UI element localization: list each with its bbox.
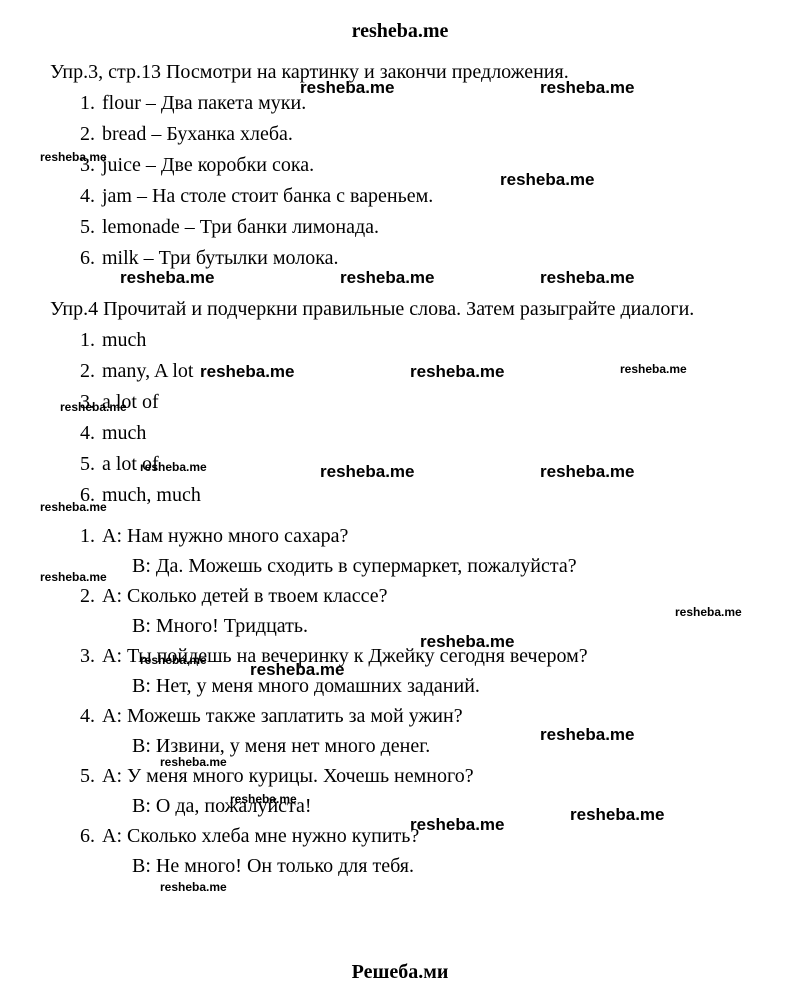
dialog-a: 1.A: Нам нужно много сахара? bbox=[80, 521, 750, 551]
list-item: 2.many, A lot bbox=[50, 356, 750, 387]
item-text: much bbox=[102, 422, 146, 444]
dialog-item: 1.A: Нам нужно много сахара? B: Да. Може… bbox=[50, 521, 750, 581]
item-text: many, A lot bbox=[102, 360, 193, 382]
list-item: 4.jam – На столе стоит банка с вареньем. bbox=[50, 181, 750, 212]
dialog-a-text: A: У меня много курицы. Хочешь немного? bbox=[102, 765, 474, 787]
dialog-a: 6.A: Сколько хлеба мне нужно купить? bbox=[80, 821, 750, 851]
item-number: 2. bbox=[80, 356, 102, 387]
item-number: 2. bbox=[80, 119, 102, 150]
item-text: a lot of bbox=[102, 391, 159, 413]
brand-top: resheba.me bbox=[50, 20, 750, 43]
dialog-item: 3.A: Ты пойдешь на вечеринку к Джейку се… bbox=[50, 641, 750, 701]
item-text: much bbox=[102, 329, 146, 351]
item-number: 6. bbox=[80, 243, 102, 274]
list-item: 1.flour – Два пакета муки. bbox=[50, 88, 750, 119]
exercise-4-answers: 1.much 2.many, A lot 3.a lot of 4.much 5… bbox=[50, 325, 750, 511]
dialog-a-text: A: Сколько детей в твоем классе? bbox=[102, 585, 388, 607]
item-text: bread – Буханка хлеба. bbox=[102, 123, 293, 145]
item-number: 1. bbox=[80, 521, 102, 551]
item-number: 4. bbox=[80, 418, 102, 449]
exercise-3-list: 1.flour – Два пакета муки. 2.bread – Бух… bbox=[50, 88, 750, 274]
item-number: 6. bbox=[80, 821, 102, 851]
dialog-a-text: A: Сколько хлеба мне нужно купить? bbox=[102, 825, 419, 847]
dialog-a: 5.A: У меня много курицы. Хочешь немного… bbox=[80, 761, 750, 791]
list-item: 1.much bbox=[50, 325, 750, 356]
item-number: 1. bbox=[80, 88, 102, 119]
list-item: 4.much bbox=[50, 418, 750, 449]
item-number: 2. bbox=[80, 581, 102, 611]
item-number: 1. bbox=[80, 325, 102, 356]
dialog-a: 2.A: Сколько детей в твоем классе? bbox=[80, 581, 750, 611]
dialog-item: 6.A: Сколько хлеба мне нужно купить? B: … bbox=[50, 821, 750, 881]
list-item: 5.lemonade – Три банки лимонада. bbox=[50, 212, 750, 243]
list-item: 5.a lot of bbox=[50, 449, 750, 480]
item-number: 5. bbox=[80, 212, 102, 243]
dialog-a-text: A: Можешь также заплатить за мой ужин? bbox=[102, 705, 463, 727]
dialog-b: B: Нет, у меня много домашних заданий. bbox=[80, 671, 750, 701]
item-number: 3. bbox=[80, 387, 102, 418]
dialog-a-text: A: Ты пойдешь на вечеринку к Джейку сего… bbox=[102, 645, 588, 667]
item-text: much, much bbox=[102, 484, 201, 506]
list-item: 6.milk – Три бутылки молока. bbox=[50, 243, 750, 274]
item-number: 3. bbox=[80, 150, 102, 181]
item-number: 5. bbox=[80, 761, 102, 791]
exercise-3-heading: Упр.3, стр.13 Посмотри на картинку и зак… bbox=[50, 61, 750, 84]
item-text: flour – Два пакета муки. bbox=[102, 92, 306, 114]
dialog-b: B: Да. Можешь сходить в супермаркет, пож… bbox=[80, 551, 750, 581]
dialog-b: B: Много! Тридцать. bbox=[80, 611, 750, 641]
exercise-4-heading: Упр.4 Прочитай и подчеркни правильные сл… bbox=[50, 298, 750, 321]
dialog-item: 4.A: Можешь также заплатить за мой ужин?… bbox=[50, 701, 750, 761]
item-number: 4. bbox=[80, 701, 102, 731]
item-text: milk – Три бутылки молока. bbox=[102, 247, 338, 269]
item-number: 4. bbox=[80, 181, 102, 212]
item-text: juice – Две коробки сока. bbox=[102, 154, 314, 176]
dialog-a: 4.A: Можешь также заплатить за мой ужин? bbox=[80, 701, 750, 731]
dialog-b: B: О да, пожалуйста! bbox=[80, 791, 750, 821]
exercise-4-dialogs: 1.A: Нам нужно много сахара? B: Да. Може… bbox=[50, 521, 750, 881]
dialog-item: 2.A: Сколько детей в твоем классе? B: Мн… bbox=[50, 581, 750, 641]
dialog-a: 3.A: Ты пойдешь на вечеринку к Джейку се… bbox=[80, 641, 750, 671]
list-item: 3.a lot of bbox=[50, 387, 750, 418]
item-number: 6. bbox=[80, 480, 102, 511]
item-text: a lot of bbox=[102, 453, 159, 475]
dialog-a-text: A: Нам нужно много сахара? bbox=[102, 525, 348, 547]
item-number: 3. bbox=[80, 641, 102, 671]
dialog-b: B: Не много! Он только для тебя. bbox=[80, 851, 750, 881]
dialog-item: 5.A: У меня много курицы. Хочешь немного… bbox=[50, 761, 750, 821]
spacer bbox=[50, 284, 750, 294]
item-text: jam – На столе стоит банка с вареньем. bbox=[102, 185, 433, 207]
dialog-b: B: Извини, у меня нет много денег. bbox=[80, 731, 750, 761]
item-text: lemonade – Три банки лимонада. bbox=[102, 216, 379, 238]
brand-bottom: Решеба.ми bbox=[0, 961, 800, 984]
list-item: 2.bread – Буханка хлеба. bbox=[50, 119, 750, 150]
list-item: 3.juice – Две коробки сока. bbox=[50, 150, 750, 181]
page: resheba.me Упр.3, стр.13 Посмотри на кар… bbox=[0, 0, 800, 901]
list-item: 6.much, much bbox=[50, 480, 750, 511]
item-number: 5. bbox=[80, 449, 102, 480]
